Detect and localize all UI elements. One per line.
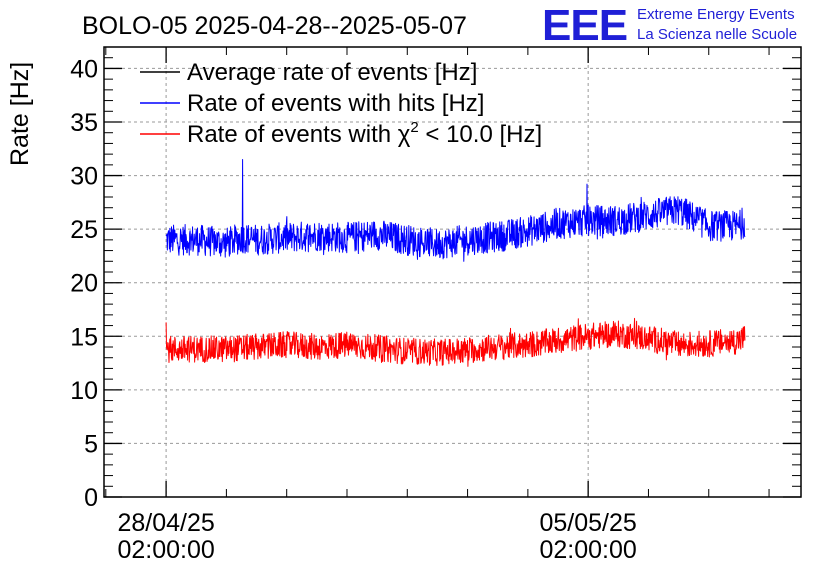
y-tick-label: 30	[70, 163, 98, 191]
y-tick-label: 20	[70, 270, 98, 298]
logo-mark: EEE	[542, 1, 627, 50]
y-tick-label: 5	[84, 430, 98, 458]
chart-title: BOLO-05 2025-04-28--2025-05-07	[82, 12, 467, 40]
legend-label-hits: Rate of events with hits [Hz]	[187, 90, 484, 117]
y-tick-label: 15	[70, 323, 98, 351]
x-tick-label-date: 05/05/25	[539, 509, 636, 537]
legend-label-chi2: Rate of events with χ2 < 10.0 [Hz]	[187, 119, 542, 148]
y-axis-label: Rate [Hz]	[6, 62, 34, 166]
y-tick-label: 40	[70, 55, 98, 83]
series-line-1	[165, 159, 746, 262]
x-tick-label-date: 28/04/25	[117, 509, 214, 537]
plot-frame	[103, 46, 802, 498]
y-tick-label: 10	[70, 377, 98, 405]
eee-logo: EEE Extreme Energy Events La Scienza nel…	[542, 1, 797, 50]
series-group	[165, 159, 746, 367]
y-tick-label: 35	[70, 109, 98, 137]
grid	[104, 47, 801, 497]
x-tick-label-time: 02:00:00	[539, 536, 636, 564]
legend: Average rate of events [Hz] Rate of even…	[140, 59, 542, 148]
y-tick-label: 25	[70, 216, 98, 244]
logo-line1: Extreme Energy Events	[637, 6, 795, 23]
axes: 051015202530354028/04/2502:00:0005/05/25…	[70, 46, 802, 564]
legend-label-average: Average rate of events [Hz]	[187, 59, 477, 86]
x-tick-label-time: 02:00:00	[117, 536, 214, 564]
y-tick-label: 0	[84, 484, 98, 512]
series-line-2	[165, 317, 746, 367]
logo-line2: La Scienza nelle Scuole	[637, 26, 797, 43]
